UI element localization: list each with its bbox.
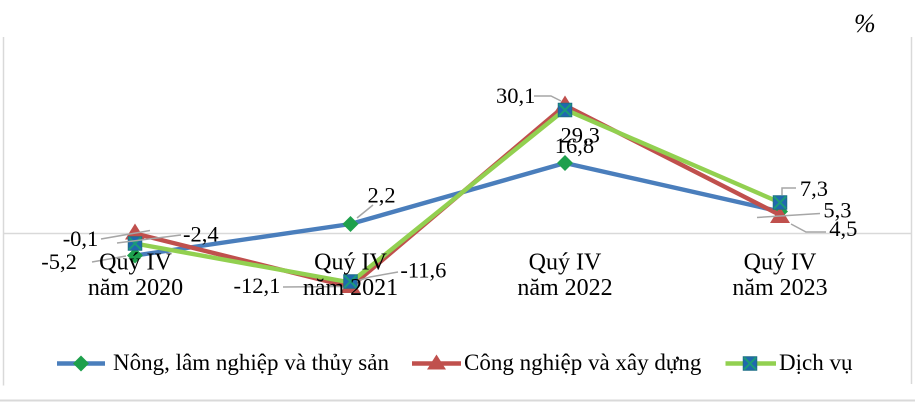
svg-text:Quý IV: Quý IV [529, 250, 602, 276]
svg-text:năm 2020: năm 2020 [88, 275, 183, 301]
svg-text:29,3: 29,3 [561, 123, 600, 148]
svg-text:2,2: 2,2 [368, 182, 396, 207]
svg-text:năm 2021: năm 2021 [303, 275, 398, 301]
svg-text:30,1: 30,1 [496, 83, 535, 108]
svg-text:Quý IV: Quý IV [744, 250, 817, 276]
svg-text:5,3: 5,3 [823, 197, 851, 222]
svg-text:Công nghiệp và xây dựng: Công nghiệp và xây dựng [464, 350, 702, 375]
svg-text:Quý IV: Quý IV [99, 250, 172, 276]
svg-text:-2,4: -2,4 [183, 221, 219, 246]
svg-text:năm 2023: năm 2023 [732, 275, 827, 301]
svg-text:%: % [854, 9, 876, 38]
svg-text:Dịch vụ: Dịch vụ [779, 350, 853, 375]
svg-text:-12,1: -12,1 [234, 273, 281, 298]
svg-text:-11,6: -11,6 [400, 257, 446, 282]
svg-text:Quý IV: Quý IV [314, 250, 387, 276]
svg-text:năm 2022: năm 2022 [517, 275, 612, 301]
svg-text:4,5: 4,5 [829, 216, 857, 241]
svg-text:-0,1: -0,1 [63, 226, 99, 251]
svg-text:7,3: 7,3 [800, 176, 828, 201]
svg-text:16,8: 16,8 [555, 133, 594, 158]
svg-text:-5,2: -5,2 [41, 249, 77, 274]
svg-text:Nông, lâm nghiệp và thủy sản: Nông, lâm nghiệp và thủy sản [113, 350, 389, 375]
